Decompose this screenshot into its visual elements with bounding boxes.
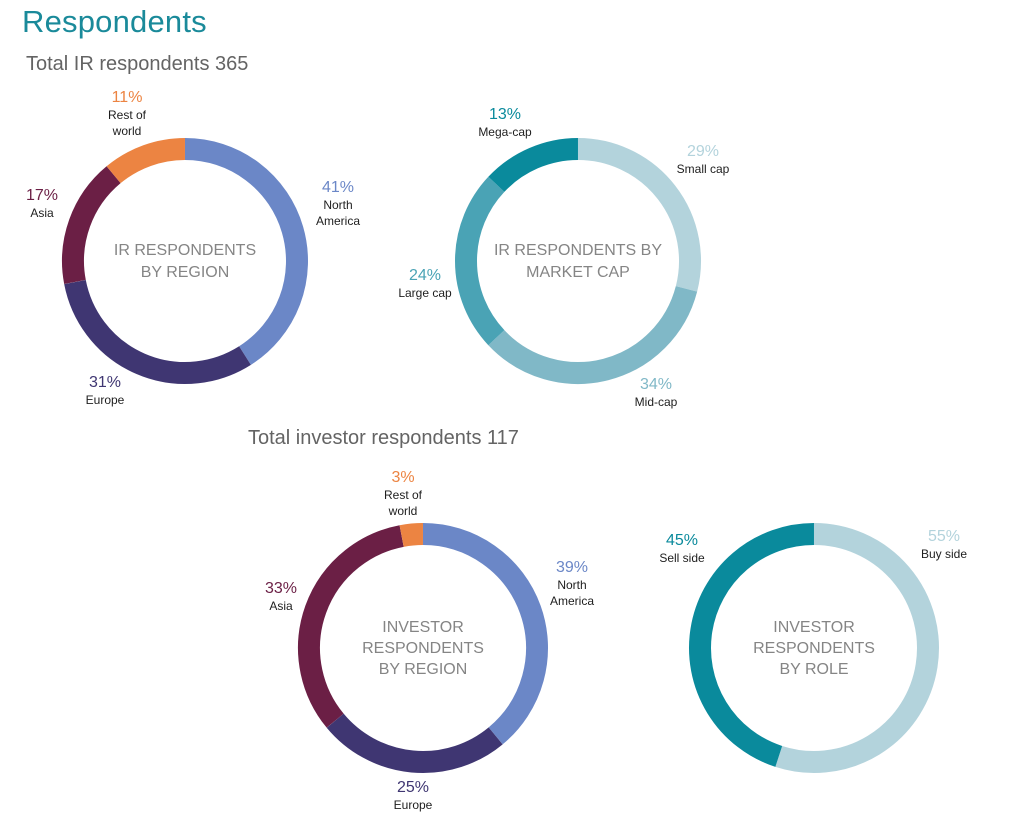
center-label-line: BY REGION: [379, 661, 468, 678]
slice-category-label: Buy side: [921, 547, 967, 561]
center-label-line: INVESTOR: [382, 619, 464, 636]
slice-buy-side: [775, 523, 939, 773]
slice-percent-label: 24%: [409, 267, 441, 284]
center-label-line: IR RESPONDENTS: [114, 242, 256, 259]
slice-north-america: [422, 523, 548, 745]
slice-category-label: Europe: [86, 393, 125, 407]
slice-asia: [298, 525, 404, 728]
ir-total-heading: Total IR respondents 365: [26, 53, 249, 75]
slice-category-label: Mega-cap: [478, 125, 532, 139]
slice-percent-label: 41%: [322, 179, 354, 196]
slice-category-label: Mid-cap: [635, 395, 678, 409]
center-label-line: IR RESPONDENTS BY: [494, 242, 662, 259]
slice-mega-cap: [488, 138, 579, 193]
slice-category-label: Europe: [394, 798, 433, 812]
slice-percent-label: 39%: [556, 559, 588, 576]
slice-percent-label: 45%: [666, 532, 698, 549]
center-label-line: INVESTOR: [773, 619, 855, 636]
slice-percent-label: 34%: [640, 376, 672, 393]
donut-chart-2: IR RESPONDENTS BY MARKET CAP 29% Small cap 3…: [398, 106, 729, 409]
slice-percent-label: 33%: [265, 580, 297, 597]
slice-category-label: world: [112, 124, 142, 138]
slice-europe: [326, 713, 503, 773]
slice-category-label: Asia: [269, 599, 293, 613]
slice-rest-of-world: [399, 523, 424, 547]
slice-percent-label: 29%: [687, 143, 719, 160]
slice-small-cap: [577, 138, 701, 292]
slice-percent-label: 3%: [391, 469, 414, 486]
slice-percent-label: 55%: [928, 528, 960, 545]
slice-percent-label: 11%: [112, 89, 143, 106]
slice-category-label: Rest of: [384, 488, 423, 502]
slice-europe: [64, 279, 251, 384]
slice-large-cap: [455, 176, 505, 346]
slice-category-label: Rest of: [108, 108, 147, 122]
center-label-line: BY ROLE: [779, 661, 848, 678]
slice-mid-cap: [488, 285, 698, 384]
slice-sell-side: [689, 523, 815, 767]
center-label-line: BY REGION: [141, 264, 230, 281]
slice-percent-label: 25%: [397, 779, 429, 796]
page-title: Respondents: [22, 4, 207, 39]
donut-chart-3: INVESTOR RESPONDENTS BY REGION 39% North Amer…: [265, 469, 594, 812]
donut-chart-1: IR RESPONDENTS BY REGION 41% North America 31…: [26, 89, 360, 407]
slice-north-america: [184, 138, 308, 365]
slice-category-label: America: [316, 214, 360, 228]
investor-total-heading: Total investor respondents 117: [248, 427, 519, 449]
slice-category-label: Asia: [30, 206, 54, 220]
center-label-line: RESPONDENTS: [753, 640, 875, 657]
slice-percent-label: 17%: [26, 187, 58, 204]
donut-chart-4: INVESTOR RESPONDENTS BY ROLE 55% Buy side 45%…: [659, 523, 967, 773]
slice-category-label: Sell side: [659, 551, 705, 565]
center-label-line: RESPONDENTS: [362, 640, 484, 657]
slice-asia: [62, 166, 121, 285]
slice-category-label: world: [388, 504, 418, 518]
slice-percent-label: 31%: [89, 374, 121, 391]
slice-category-label: Large cap: [398, 286, 452, 300]
slice-category-label: North: [557, 578, 586, 592]
slice-category-label: America: [550, 594, 594, 608]
slice-category-label: North: [323, 198, 352, 212]
slice-category-label: Small cap: [677, 162, 730, 176]
slice-rest-of-world: [106, 138, 186, 184]
center-label-line: MARKET CAP: [526, 264, 630, 281]
slice-percent-label: 13%: [489, 106, 521, 123]
